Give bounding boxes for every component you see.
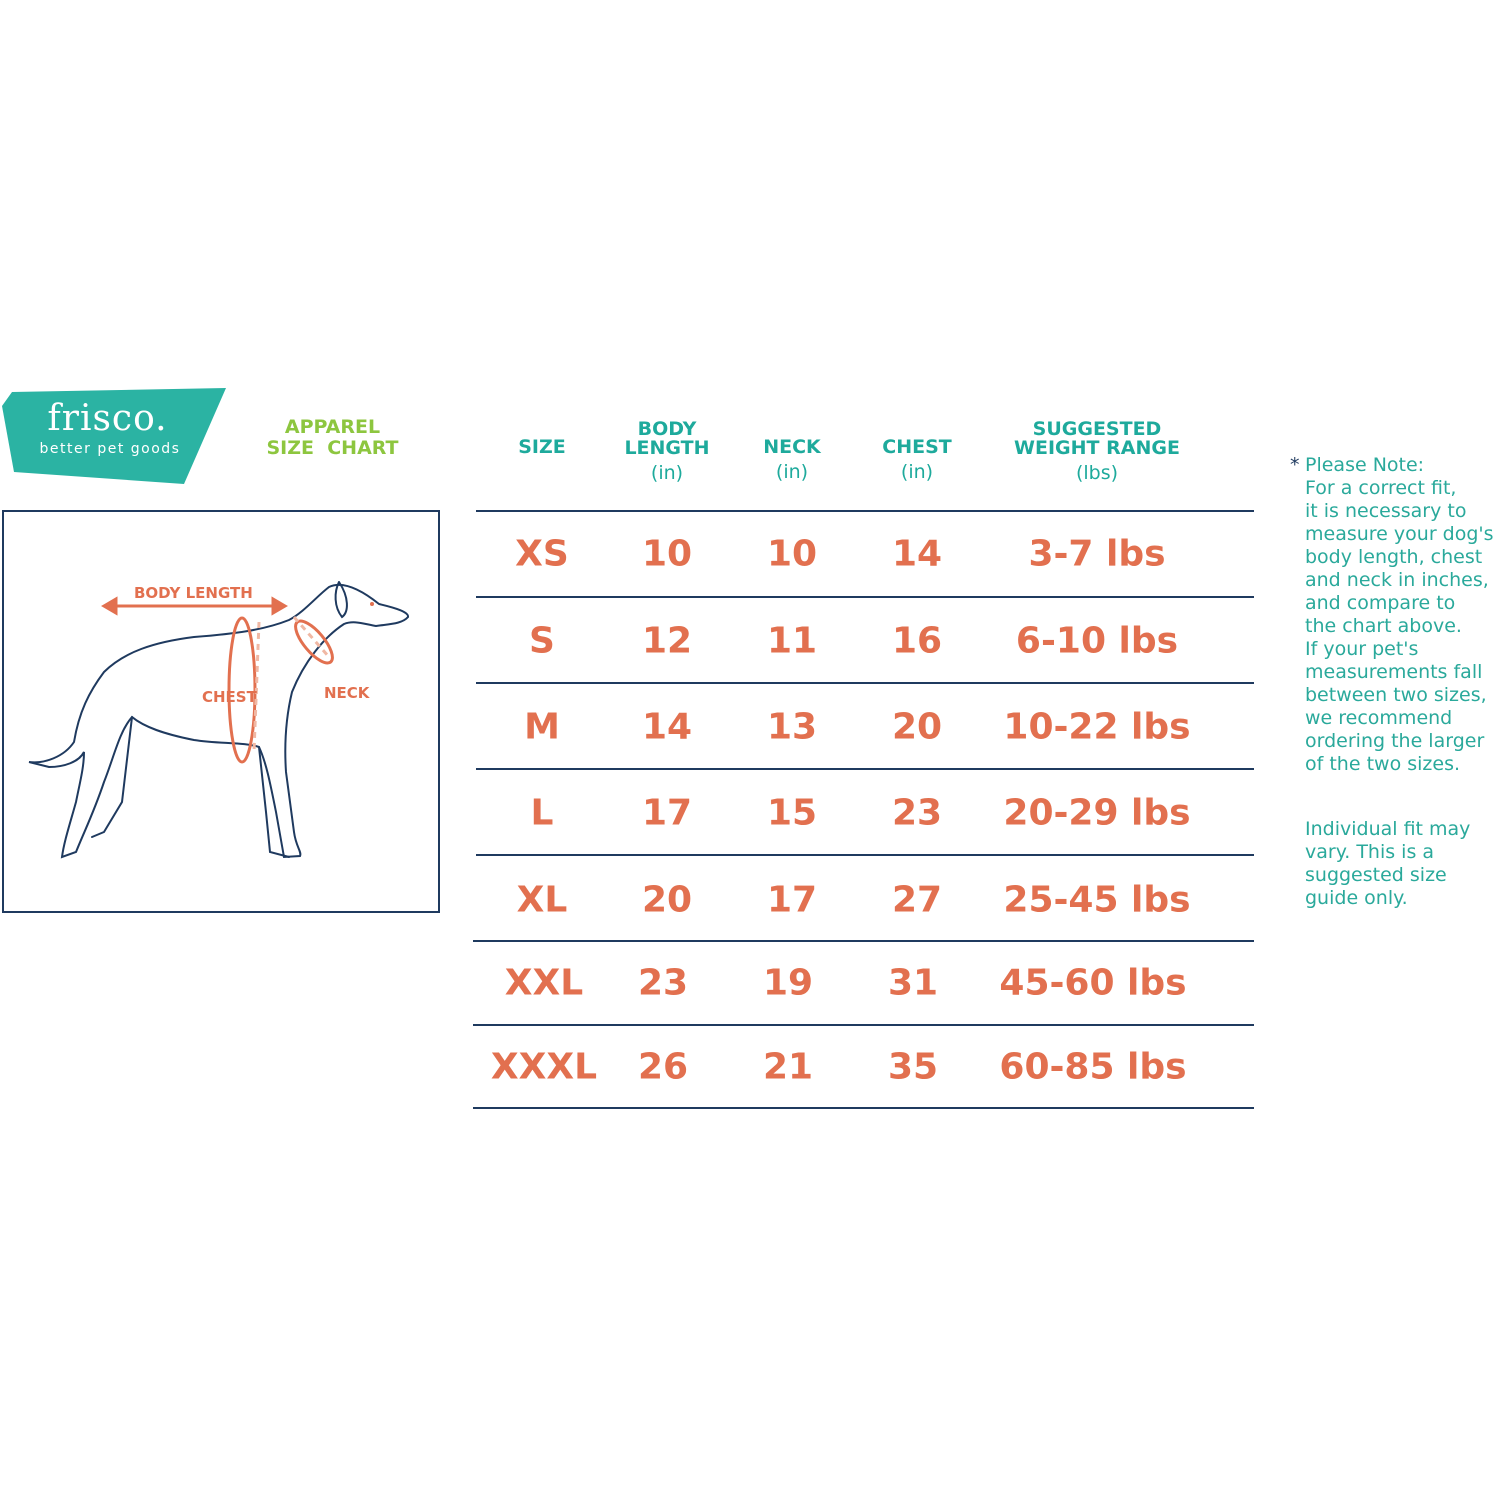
table-cell: 17 [641,792,693,834]
table-cell: 14 [891,533,943,575]
table-cell: 6-10 lbs [1015,620,1179,662]
table-cell: 26 [637,1046,689,1088]
table-cell: L [530,792,554,834]
table-cell: 11 [766,620,818,662]
row-divider [476,682,1254,684]
column-label: BODY LENGTH [624,418,710,459]
column-label: SUGGESTED WEIGHT RANGE [1014,418,1180,459]
table-cell: 13 [766,706,818,748]
column-unit: (in) [775,461,809,483]
table-cell: 21 [762,1046,814,1088]
column-header: NECK (in) [763,438,821,482]
table-cell: 45-60 lbs [999,962,1187,1004]
table-cell: XXL [504,962,584,1004]
dog-illustration: BODY LENGTH CHEST NECK [28,581,409,859]
column-label: CHEST [882,436,952,458]
row-divider [476,510,1254,512]
column-unit: (in) [650,462,684,484]
body-length-label: BODY LENGTH [134,584,253,602]
column-header: SUGGESTED WEIGHT RANGE (lbs) [1014,420,1180,483]
column-header: SIZE [518,438,566,457]
dog-measurement-diagram: BODY LENGTH CHEST NECK [2,510,440,913]
table-cell: XS [515,533,569,575]
title-line-2: SIZE CHART [266,437,399,459]
brand-name: frisco. [47,398,168,439]
table-cell: 35 [887,1046,939,1088]
row-divider [476,854,1254,856]
table-cell: 23 [637,962,689,1004]
table-cell: M [524,706,560,748]
table-cell: 10 [641,533,693,575]
table-cell: 60-85 lbs [999,1046,1187,1088]
title-line-1: APPAREL [284,416,381,438]
frisco-logo-badge [2,388,226,484]
column-unit: (in) [900,461,934,483]
column-header: BODY LENGTH (in) [624,420,709,483]
asterisk: * [1290,454,1300,476]
table-cell: 23 [891,792,943,834]
note-text: Please Note: For a correct fit, it is ne… [1305,454,1494,775]
neck-label: NECK [324,684,371,702]
column-label: SIZE [518,436,566,458]
table-cell: 12 [641,620,693,662]
row-divider [473,1107,1254,1109]
column-label: NECK [763,436,821,458]
table-cell: 31 [887,962,939,1004]
row-divider [476,596,1254,598]
table-cell: 25-45 lbs [1003,879,1191,921]
table-cell: 20-29 lbs [1003,792,1191,834]
table-cell: 27 [891,879,943,921]
table-cell: 15 [766,792,818,834]
column-header: CHEST (in) [882,438,951,482]
brand-tagline: better pet goods [39,441,181,457]
fit-disclaimer: Individual fit may vary. This is a sugge… [1305,818,1471,909]
size-note: * Please Note: For a correct fit, it is … [1290,454,1500,910]
chest-label: CHEST [202,688,258,706]
row-divider [473,940,1254,942]
table-cell: 10-22 lbs [1003,706,1191,748]
table-cell: 20 [641,879,693,921]
chart-title: APPAREL SIZE CHART [250,417,415,459]
table-cell: XL [516,879,568,921]
row-divider [473,1024,1254,1026]
row-divider [476,768,1254,770]
column-unit: (lbs) [1075,462,1119,484]
table-cell: 10 [766,533,818,575]
table-cell: 14 [641,706,693,748]
table-cell: S [529,620,555,662]
table-cell: XXXL [490,1046,598,1088]
table-cell: 3-7 lbs [1028,533,1166,575]
table-cell: 19 [762,962,814,1004]
table-cell: 20 [891,706,943,748]
table-cell: 17 [766,879,818,921]
table-cell: 16 [891,620,943,662]
